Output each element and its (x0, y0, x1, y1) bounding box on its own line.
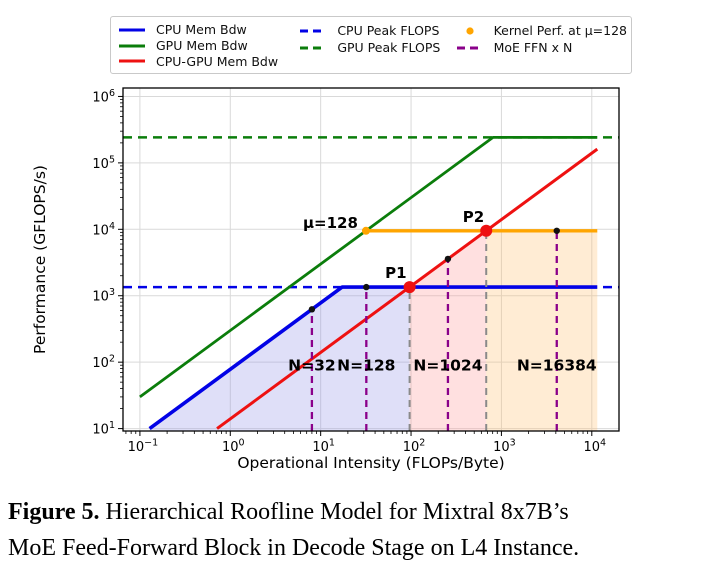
moe-dot-N=128 (363, 283, 370, 291)
legend-item: Kernel Perf. at μ=128 (455, 22, 627, 39)
tick-label: 101 (312, 438, 335, 456)
legend-swatch-dashed-line (300, 29, 327, 32)
legend-label: GPU Mem Bdw (156, 38, 248, 53)
tick-label: 103 (92, 287, 115, 305)
series-gpu-mem-bdw (139, 135, 598, 399)
axis-labels: Operational Intensity (FLOPs/Byte) Perfor… (31, 165, 505, 472)
legend-item: CPU-GPU Mem Bdw (117, 53, 298, 69)
moe-label-N=128: N=128 (337, 356, 395, 374)
y-axis-label: Performance (GFLOPS/s) (31, 165, 49, 354)
tick-label: 105 (92, 154, 115, 172)
region-kernel-bound (486, 230, 598, 431)
shaded-regions (149, 230, 598, 431)
moe-dot-N=1024 (444, 255, 452, 263)
tick-label: 101 (92, 420, 115, 438)
tick-label: 103 (493, 438, 516, 456)
moe-dots (308, 227, 560, 313)
tick-label: 104 (583, 438, 606, 456)
kernel-start-dot (361, 226, 370, 235)
caption: Figure 5. Hierarchical Roofline Model fo… (8, 494, 708, 566)
moe-label-N=1024: N=1024 (413, 356, 482, 374)
legend-item: MoE FFN x N (455, 39, 627, 56)
tick-label: 104 (92, 221, 115, 239)
crossover-P2 (480, 224, 493, 237)
moe-label-N=16384: N=16384 (517, 356, 597, 374)
tick-label: 106 (92, 88, 115, 106)
legend-swatch-dashed-line (300, 46, 327, 49)
legend-item: CPU Mem Bdw (117, 22, 298, 38)
annotation-128: μ=128 (303, 214, 358, 232)
caption-line-1: Figure 5. Hierarchical Roofline Model fo… (8, 499, 569, 525)
legend-label: MoE FFN x N (493, 40, 573, 55)
figure-label: Figure 5. (8, 499, 100, 525)
legend-label: CPU Mem Bdw (156, 22, 247, 38)
legend-label: Kernel Perf. at μ=128 (493, 23, 627, 38)
legend-swatch-dashed-line (456, 46, 483, 49)
series-cpu-mem-bdw (148, 285, 598, 431)
tick-label: 102 (403, 438, 426, 456)
x-axis-label: Operational Intensity (FLOPs/Byte) (237, 454, 504, 472)
tick-label: 100 (222, 438, 245, 456)
legend-label: GPU Peak FLOPS (337, 40, 441, 55)
legend: CPU Mem Bdw GPU Mem Bdw CPU-GPU Mem Bdw CP… (110, 16, 632, 74)
legend-column-3: Kernel Perf. at μ=128 MoE FFN x N (455, 22, 627, 69)
legend-swatch-line (119, 28, 145, 32)
moe-dot-N=16384 (553, 227, 560, 234)
legend-item: GPU Peak FLOPS (298, 39, 454, 56)
legend-item: CPU Peak FLOPS (298, 22, 454, 39)
moe-dot-N=32 (308, 306, 316, 313)
moe-label-N=32: N=32 (288, 356, 336, 374)
plot-border (122, 87, 620, 432)
legend-column-1: CPU Mem Bdw GPU Mem Bdw CPU-GPU Mem Bdw (117, 22, 298, 69)
crossover-P1 (403, 281, 416, 294)
annotations: μ=128 P1 P2 N=32 N=128 N=1024 N=16384 (288, 208, 597, 375)
legend-swatch-dot (465, 26, 474, 35)
crossover-points (403, 224, 493, 294)
annotation-P1: P1 (385, 264, 406, 282)
tick-label: 10−1 (128, 438, 159, 456)
guide-lines (408, 230, 488, 431)
legend-label: CPU-GPU Mem Bdw (156, 53, 279, 69)
legend-column-2: CPU Peak FLOPS GPU Peak FLOPS (298, 22, 454, 69)
tick-label: 102 (92, 354, 115, 372)
legend-label: CPU Peak FLOPS (337, 23, 440, 38)
roofline-chart-svg: 10−1 100 101 102 103 104 101 102 103 104 105 106 Ope… (31, 87, 620, 472)
legend-swatch-line (119, 59, 145, 63)
moe-ffn-lines (310, 230, 558, 431)
annotation-P2: P2 (463, 208, 484, 226)
legend-swatch-line (119, 44, 145, 47)
caption-line-2: MoE Feed-Forward Block in Decode Stage o… (8, 535, 580, 561)
region-cpu-memory-bound (149, 287, 410, 431)
legend-item: GPU Mem Bdw (117, 38, 298, 54)
